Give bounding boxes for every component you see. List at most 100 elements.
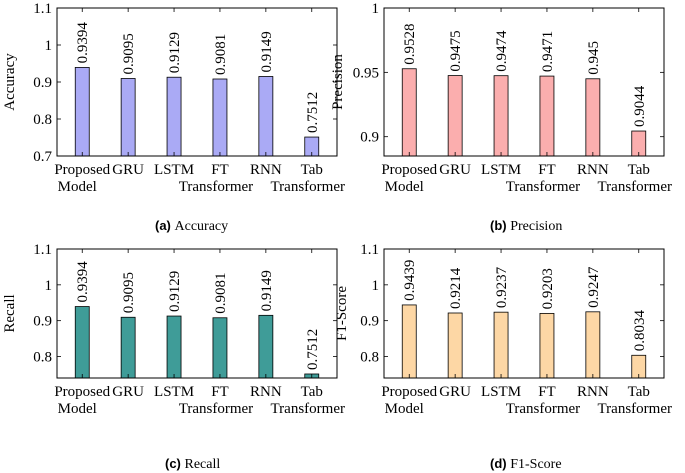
data-label: 0.7512 bbox=[305, 329, 321, 370]
y-tick-label: 1 bbox=[45, 38, 53, 54]
x-tick-label: GRU bbox=[112, 384, 144, 400]
data-label: 0.9044 bbox=[632, 85, 648, 127]
data-label: 0.9149 bbox=[259, 31, 275, 72]
axis-frame bbox=[56, 248, 338, 379]
bar bbox=[166, 76, 182, 157]
data-label: 0.9203 bbox=[540, 268, 556, 309]
x-tick-label: Proposed bbox=[54, 162, 110, 178]
x-tick-label: Transformer bbox=[179, 179, 253, 195]
y-tick-label: 0.7 bbox=[33, 149, 52, 165]
bar bbox=[401, 304, 417, 379]
data-label: 0.9129 bbox=[167, 32, 183, 73]
data-label: 0.9081 bbox=[213, 34, 229, 75]
x-tick-label: Model bbox=[385, 401, 424, 417]
data-label: 0.9149 bbox=[259, 270, 275, 311]
bar bbox=[74, 67, 90, 157]
data-label: 0.9528 bbox=[402, 23, 418, 64]
data-label: 0.9095 bbox=[121, 272, 137, 313]
bar bbox=[493, 75, 509, 157]
panel-caption: (a) Accuracy bbox=[155, 218, 228, 234]
x-tick-label: RNN bbox=[250, 162, 282, 178]
x-tick-label: FT bbox=[211, 162, 229, 178]
x-tick-label: Transformer bbox=[506, 179, 580, 195]
x-tick-label: RNN bbox=[577, 162, 609, 178]
x-tick-label: Transformer bbox=[271, 401, 345, 417]
data-label: 0.9237 bbox=[494, 266, 510, 308]
caption-label: (b) bbox=[490, 218, 510, 233]
axis-frame bbox=[56, 7, 338, 157]
data-label: 0.9081 bbox=[213, 273, 229, 314]
panel-caption: (b) Precision bbox=[490, 218, 562, 234]
x-tick-label: Model bbox=[385, 179, 424, 195]
x-tick-label: Transformer bbox=[179, 401, 253, 417]
y-tick-label: 0.8 bbox=[33, 350, 52, 366]
bar bbox=[539, 75, 555, 157]
x-tick-label: Tab bbox=[628, 384, 650, 400]
data-label: 0.945 bbox=[586, 41, 602, 75]
x-tick-label: Transformer bbox=[506, 401, 580, 417]
y-axis-label: Accuracy bbox=[2, 53, 18, 111]
panel-caption: (d) F1-Score bbox=[490, 456, 562, 472]
bar bbox=[585, 311, 601, 379]
caption-label: (d) bbox=[490, 456, 510, 471]
data-label: 0.9394 bbox=[75, 22, 91, 64]
bar bbox=[585, 78, 601, 157]
x-tick-label: GRU bbox=[439, 162, 471, 178]
y-tick-label: 0.9 bbox=[33, 314, 52, 330]
y-tick-label: 1 bbox=[372, 1, 380, 17]
caption-label: (c) bbox=[165, 456, 185, 471]
x-tick-label: Transformer bbox=[598, 401, 672, 417]
axis-frame bbox=[383, 7, 665, 157]
x-tick-label: RNN bbox=[577, 384, 609, 400]
data-label: 0.9129 bbox=[167, 271, 183, 312]
x-tick-label: LSTM bbox=[481, 162, 521, 178]
bar bbox=[493, 311, 509, 379]
y-tick-label: 1 bbox=[372, 278, 380, 294]
y-tick-label: 0.95 bbox=[353, 65, 379, 81]
x-tick-label: LSTM bbox=[154, 162, 194, 178]
bar bbox=[166, 315, 182, 379]
y-axis-label: Recall bbox=[2, 294, 18, 332]
y-tick-label: 1.1 bbox=[33, 242, 52, 258]
data-label: 0.9471 bbox=[540, 31, 556, 72]
data-label: 0.9475 bbox=[448, 30, 464, 71]
bar bbox=[447, 75, 463, 157]
x-tick-label: Transformer bbox=[598, 179, 672, 195]
caption-label: (a) bbox=[155, 218, 175, 233]
y-tick-label: 0.8 bbox=[33, 112, 52, 128]
panel-caption: (c) Recall bbox=[165, 456, 220, 472]
y-axis-label: Precision bbox=[330, 54, 346, 110]
bar bbox=[120, 316, 136, 379]
caption-text: Recall bbox=[185, 457, 221, 472]
caption-text: F1-Score bbox=[510, 457, 561, 472]
x-tick-label: LSTM bbox=[481, 384, 521, 400]
x-tick-label: GRU bbox=[439, 384, 471, 400]
x-tick-label: Model bbox=[58, 179, 97, 195]
x-tick-label: RNN bbox=[250, 384, 282, 400]
x-tick-label: FT bbox=[211, 384, 229, 400]
y-axis-label: F1-Score bbox=[334, 286, 350, 341]
caption-text: Accuracy bbox=[175, 219, 229, 234]
y-tick-label: 1 bbox=[45, 278, 53, 294]
data-label: 0.9474 bbox=[494, 30, 510, 72]
x-tick-label: Proposed bbox=[54, 384, 110, 400]
x-tick-label: Model bbox=[58, 401, 97, 417]
bar bbox=[258, 76, 274, 157]
data-label: 0.9394 bbox=[75, 261, 91, 303]
bar bbox=[212, 317, 228, 379]
x-tick-label: Tab bbox=[301, 162, 323, 178]
caption-text: Precision bbox=[510, 219, 562, 234]
x-tick-label: Proposed bbox=[381, 162, 437, 178]
bar bbox=[258, 314, 274, 379]
y-tick-label: 0.9 bbox=[360, 314, 379, 330]
bar bbox=[447, 312, 463, 379]
x-tick-label: LSTM bbox=[154, 384, 194, 400]
bar bbox=[539, 312, 555, 379]
y-tick-label: 0.8 bbox=[360, 350, 379, 366]
x-tick-label: Tab bbox=[301, 384, 323, 400]
